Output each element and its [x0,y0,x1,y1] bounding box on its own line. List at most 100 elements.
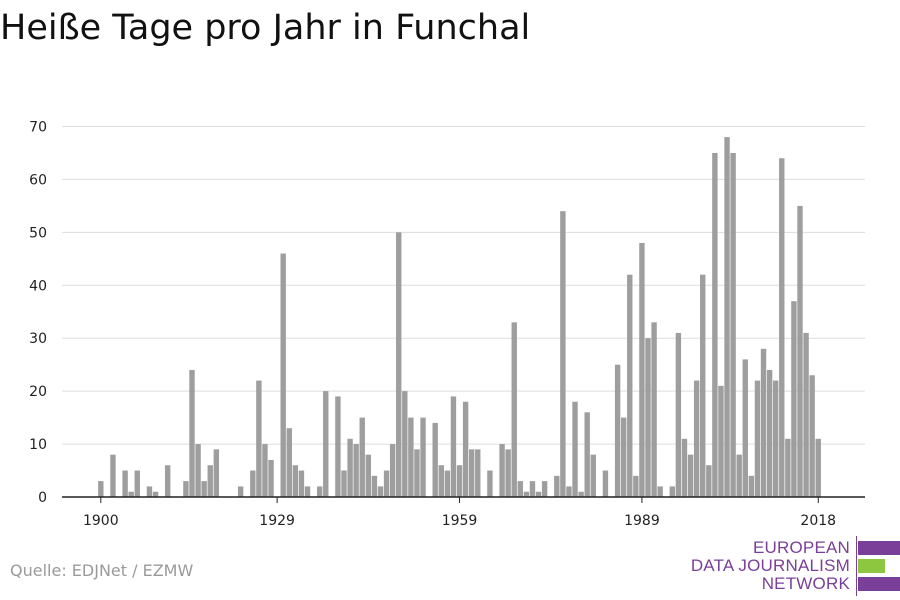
bar-1948 [389,444,396,497]
bar-1950 [402,391,408,497]
y-tick-label: 20 [29,384,47,400]
logo-text-european: EUROPEAN [752,538,850,557]
bar-1947 [383,470,390,497]
bar-1964 [487,470,493,497]
bar-1987 [627,274,633,497]
bar-1955 [432,422,438,497]
bar-2000 [706,465,712,497]
bar-2008 [754,380,761,497]
bar-1962 [475,449,481,497]
bar-1981 [590,454,596,497]
bar-1953 [420,417,426,497]
logo-bar-bottom [858,577,900,591]
bar-1991 [651,322,657,497]
x-tick-label: 2018 [800,513,836,529]
bar-1925 [250,470,256,497]
bar-1952 [414,449,420,497]
bar-2016 [803,332,809,497]
x-tick-label: 1900 [83,513,119,529]
bar-2015 [797,205,803,497]
bar-2012 [779,158,785,497]
bar-1919 [213,449,220,497]
bar-1996 [681,438,688,497]
bar-1959 [456,465,463,497]
bar-1995 [675,332,682,497]
bar-1917 [201,481,207,497]
logo-bar-top [858,541,900,555]
bar-1941 [347,438,353,497]
y-tick-label: 30 [29,331,47,347]
bar-1926 [256,380,262,497]
bar-1931 [286,428,292,497]
bar-1975 [554,475,560,497]
bar-1971 [529,481,536,497]
bar-2001 [712,152,718,497]
bar-1930 [280,253,286,497]
y-tick-label: 0 [38,490,47,506]
bar-1968 [511,322,517,497]
bar-1905 [128,491,134,497]
bar-1937 [323,391,329,497]
logo-bar-middle [858,559,885,573]
bar-1946 [377,486,384,497]
logo-text-network: NETWORK [761,574,850,593]
bar-1933 [298,470,305,497]
logo-divider [856,536,857,596]
bar-1957 [444,470,451,497]
bar-1958 [450,396,457,497]
bar-2018 [815,438,821,497]
bar-1928 [268,459,274,497]
bar-1944 [365,454,372,497]
bar-1979 [578,491,584,497]
bar-2004 [730,152,736,497]
bar-1934 [304,486,311,497]
edjnet-logo[interactable]: EUROPEAN DATA JOURNALISM NETWORK [691,536,900,596]
bar-1969 [517,481,524,497]
bar-1998 [693,380,700,497]
bar-1977 [566,486,572,497]
bar-1936 [316,486,323,497]
x-tick-label: 1959 [442,513,478,529]
bar-1976 [560,211,566,497]
source-note: Quelle: EDJNet / EZMW [10,561,194,580]
bar-1915 [189,369,195,497]
bar-2010 [766,369,773,497]
bar-1940 [341,470,347,497]
bar-2005 [736,454,742,497]
bar-1906 [134,470,140,497]
bar-1966 [499,444,505,497]
bar-1997 [687,454,694,497]
bar-1994 [669,486,676,497]
bar-2007 [748,475,755,497]
bar-1916 [195,444,201,497]
bar-1973 [541,481,548,497]
logo-text-data-journalism: DATA JOURNALISM [690,556,850,575]
bar-1990 [645,338,651,497]
bar-1923 [237,486,244,497]
bar-1986 [620,417,627,497]
bar-1939 [335,396,341,497]
bar-1983 [602,470,609,497]
bar-2014 [791,301,797,497]
y-tick-label: 60 [29,172,47,188]
bar-1951 [408,417,414,497]
bar-2006 [742,359,748,497]
bar-1999 [700,274,706,497]
x-tick-label: 1989 [624,513,660,529]
bar-1927 [262,444,268,497]
bar-1943 [359,417,365,497]
bar-1932 [292,465,299,497]
bar-2003 [724,137,730,497]
bar-1918 [207,465,213,497]
y-tick-label: 70 [29,120,47,136]
bar-1904 [122,470,128,497]
bar-1960 [462,401,469,497]
bar-1980 [584,412,590,497]
x-tick-label: 1929 [259,513,295,529]
bar-1956 [438,465,444,497]
axes: 0 10 20 30 40 50 60 70 1900 1929 1959 1989 2018 [29,120,865,529]
bar-1967 [505,449,511,497]
bar-2009 [760,348,767,497]
y-tick-label: 40 [29,278,47,294]
bar-2013 [785,438,791,497]
